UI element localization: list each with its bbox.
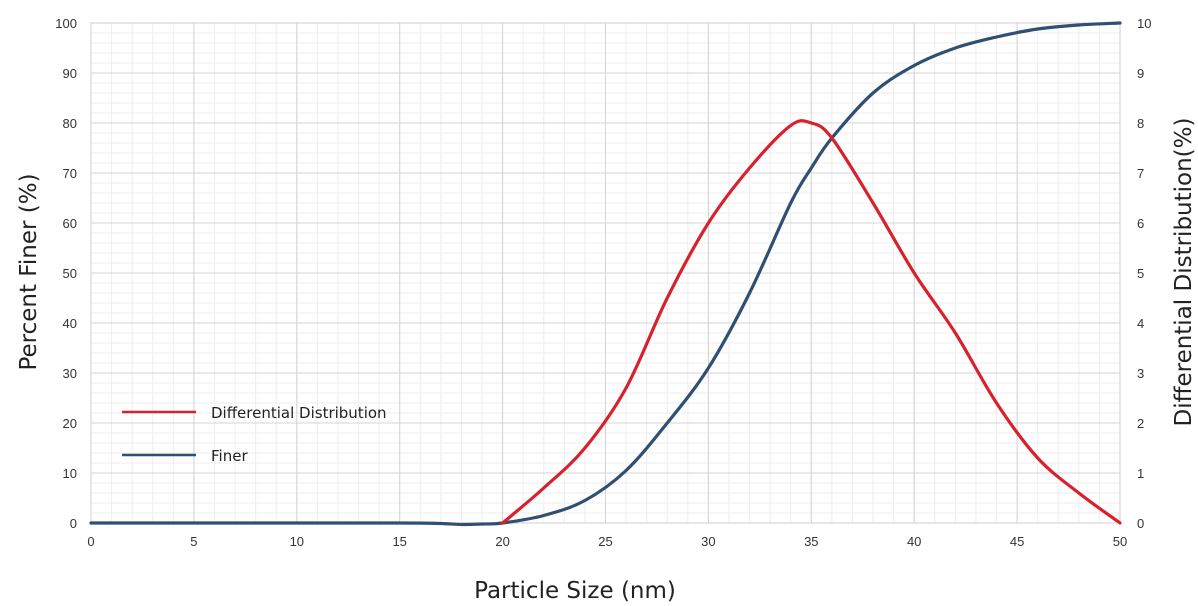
y2-axis-ticks: 0 1 2 3 4 5 6 7 8 9 10: [1137, 16, 1151, 531]
y-tick-label: 0: [70, 516, 77, 531]
y2-tick-label: 6: [1137, 216, 1144, 231]
y-tick-label: 40: [63, 316, 77, 331]
y2-tick-label: 0: [1137, 516, 1144, 531]
x-tick-label: 40: [907, 534, 921, 549]
y-tick-label: 20: [63, 416, 77, 431]
legend-item-differential: Differential Distribution: [122, 404, 387, 422]
y-tick-label: 70: [63, 166, 77, 181]
y-tick-label: 10: [63, 466, 77, 481]
legend-label-finer: Finer: [211, 447, 248, 465]
x-tick-label: 30: [701, 534, 715, 549]
y-axis-title: Percent Finer (%): [16, 173, 42, 370]
y-tick-label: 60: [63, 216, 77, 231]
y2-tick-label: 7: [1137, 166, 1144, 181]
y2-tick-label: 9: [1137, 66, 1144, 81]
series-line-differential-distribution: [501, 119, 1122, 525]
legend-label-differential: Differential Distribution: [211, 404, 387, 422]
series-layer: [89, 21, 1122, 527]
legend: Differential Distribution Finer: [122, 404, 387, 465]
x-axis-ticks: 0 5 10 15 20 25 30 35 40 45 50: [87, 534, 1127, 549]
x-tick-label: 25: [598, 534, 612, 549]
y2-tick-label: 5: [1137, 266, 1144, 281]
legend-item-finer: Finer: [122, 447, 248, 465]
x-tick-label: 20: [495, 534, 509, 549]
x-tick-label: 15: [392, 534, 406, 549]
y-tick-label: 100: [55, 16, 77, 31]
x-tick-label: 50: [1113, 534, 1127, 549]
plot-border: [90, 22, 1121, 524]
y2-tick-label: 10: [1137, 16, 1151, 31]
x-tick-label: 5: [190, 534, 197, 549]
y-tick-label: 80: [63, 116, 77, 131]
x-tick-label: 45: [1010, 534, 1024, 549]
y2-tick-label: 4: [1137, 316, 1144, 331]
series-line-finer: [89, 21, 1122, 527]
y-tick-label: 50: [63, 266, 77, 281]
y-tick-label: 30: [63, 366, 77, 381]
y2-tick-label: 3: [1137, 366, 1144, 381]
x-tick-label: 0: [87, 534, 94, 549]
x-tick-label: 35: [804, 534, 818, 549]
y2-tick-label: 8: [1137, 116, 1144, 131]
y2-tick-label: 1: [1137, 466, 1144, 481]
x-axis-title: Particle Size (nm): [474, 578, 676, 604]
y-tick-label: 90: [63, 66, 77, 81]
y2-tick-label: 2: [1137, 416, 1144, 431]
plot-frame: [90, 22, 1121, 524]
y2-axis-title: Differential Distribution(%): [1171, 118, 1197, 427]
y-axis-ticks: 0 10 20 30 40 50 60 70 80 90 100: [55, 16, 77, 531]
x-tick-label: 10: [290, 534, 304, 549]
